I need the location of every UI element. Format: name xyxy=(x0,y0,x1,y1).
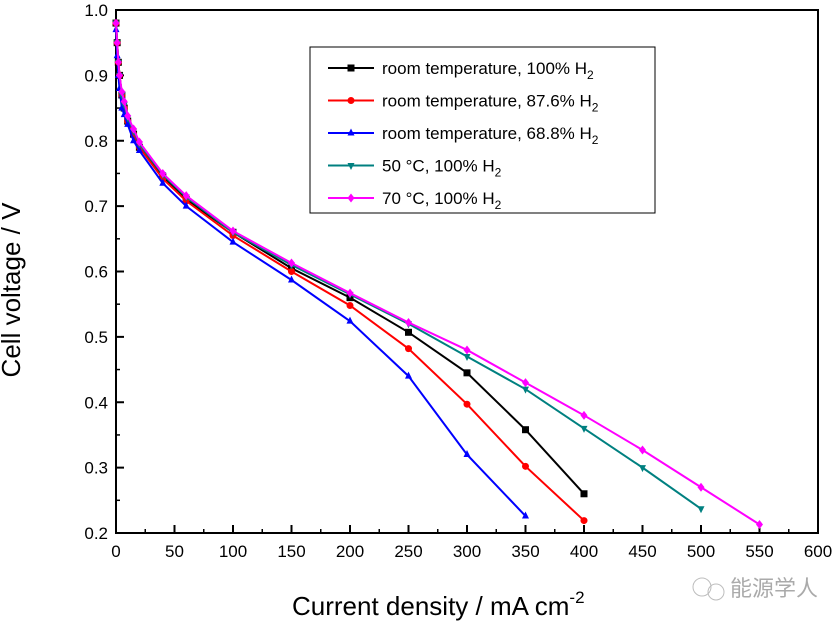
data-point xyxy=(118,103,126,111)
y-tick-label: 0.9 xyxy=(84,66,108,85)
data-point xyxy=(346,316,354,324)
data-point xyxy=(522,386,529,394)
x-tick-label: 250 xyxy=(394,542,422,561)
x-tick-label: 300 xyxy=(453,542,481,561)
data-point xyxy=(113,38,121,48)
data-point xyxy=(697,482,705,492)
watermark-text: 能源学人 xyxy=(730,576,818,601)
data-point xyxy=(288,275,295,283)
data-point xyxy=(130,136,138,144)
data-point xyxy=(112,18,120,28)
x-tick-label: 400 xyxy=(570,542,598,561)
legend-marker xyxy=(347,128,355,136)
data-point xyxy=(522,462,529,470)
x-axis-label-sup: -2 xyxy=(569,588,584,607)
legend-marker xyxy=(347,64,355,72)
series-4 xyxy=(112,18,763,530)
y-tick-label: 0.8 xyxy=(84,132,108,151)
legend-label: room temperature, 100% H2 xyxy=(382,59,594,82)
data-point xyxy=(405,317,412,327)
legend-label: room temperature, 68.8% H2 xyxy=(382,124,599,147)
x-tick-label: 350 xyxy=(511,542,539,561)
data-point xyxy=(639,445,646,455)
x-tick-label: 500 xyxy=(687,542,715,561)
data-point xyxy=(288,258,295,268)
data-point xyxy=(118,87,126,97)
legend-box xyxy=(309,46,656,214)
data-point xyxy=(288,268,295,275)
data-point xyxy=(580,425,588,433)
data-point xyxy=(135,137,143,147)
data-point xyxy=(159,178,167,186)
x-axis-label-text: Current density / mA cm xyxy=(292,591,569,621)
x-tick-label: 550 xyxy=(745,542,773,561)
data-point xyxy=(120,97,128,107)
data-point xyxy=(405,328,412,336)
legend-marker xyxy=(347,163,355,170)
data-point xyxy=(182,201,190,209)
data-point xyxy=(124,111,132,121)
data-point xyxy=(130,124,138,134)
y-tick-label: 0.3 xyxy=(84,459,108,478)
data-point xyxy=(229,237,237,245)
data-point xyxy=(522,426,529,434)
legend-label: 50 °C, 100% H2 xyxy=(382,157,502,180)
data-point xyxy=(463,369,471,377)
data-point xyxy=(229,226,237,236)
x-tick-label: 450 xyxy=(628,542,656,561)
x-tick-label: 100 xyxy=(219,542,247,561)
data-point xyxy=(756,520,763,530)
data-point xyxy=(580,410,588,420)
data-point xyxy=(639,465,646,473)
y-tick-label: 0.4 xyxy=(84,393,108,412)
x-tick-label: 200 xyxy=(336,542,364,561)
y-tick-label: 0.6 xyxy=(84,263,108,282)
data-point xyxy=(463,345,471,355)
data-point xyxy=(124,119,132,127)
watermark: 能源学人 xyxy=(692,576,818,601)
data-point xyxy=(159,168,167,178)
data-point xyxy=(463,353,471,361)
legend-marker xyxy=(347,193,355,203)
x-tick-label: 0 xyxy=(111,542,120,561)
data-point xyxy=(114,57,122,67)
data-point xyxy=(522,378,529,388)
x-tick-label: 50 xyxy=(165,542,184,561)
legend-label: room temperature, 87.6% H2 xyxy=(382,92,599,115)
data-point xyxy=(135,146,143,154)
data-point xyxy=(522,511,529,519)
x-tick-label: 600 xyxy=(804,542,832,561)
y-tick-label: 0.7 xyxy=(84,197,108,216)
data-point xyxy=(346,288,354,298)
legend-label: 70 °C, 100% H2 xyxy=(382,189,502,212)
x-axis-label: Current density / mA cm-2 xyxy=(292,588,585,621)
x-tick-label: 150 xyxy=(277,542,305,561)
data-point xyxy=(463,450,471,458)
wechat-icon xyxy=(692,577,712,597)
data-point xyxy=(580,517,588,525)
data-point xyxy=(405,345,412,353)
data-point xyxy=(697,506,705,514)
data-point xyxy=(346,301,354,309)
legend: room temperature, 100% H2 room temperatur… xyxy=(309,46,656,214)
data-point xyxy=(463,400,471,408)
legend-marker xyxy=(347,97,355,104)
data-point xyxy=(182,191,190,201)
y-tick-label: 1.0 xyxy=(84,1,108,20)
y-tick-label: 0.5 xyxy=(84,328,108,347)
data-point xyxy=(116,70,124,80)
data-point xyxy=(580,490,588,498)
y-axis-label: Cell voltage / V xyxy=(0,202,26,378)
y-tick-label: 0.2 xyxy=(84,524,108,543)
data-point xyxy=(405,371,412,379)
